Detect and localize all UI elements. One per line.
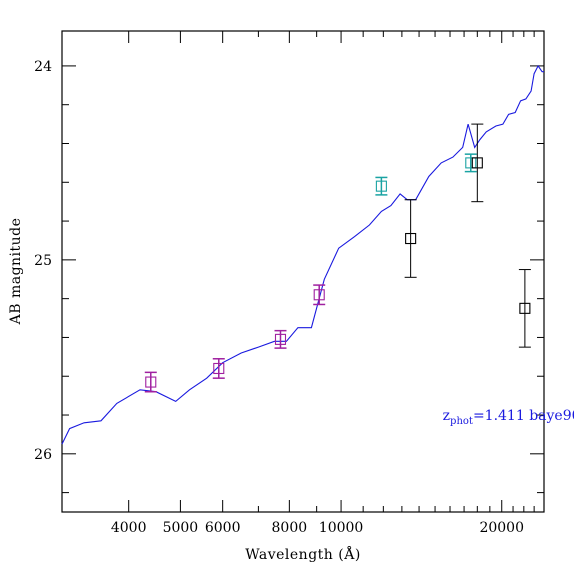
y-tick-label: 25: [34, 253, 52, 269]
photometry-point: [274, 329, 287, 349]
photometry-point: [518, 269, 531, 348]
annotation-rest: =1.411 baye90: [473, 408, 574, 424]
marker-square: [313, 289, 325, 301]
x-tick-label: 6000: [205, 520, 241, 536]
model-sed-line: [61, 64, 544, 445]
marker-square: [145, 376, 157, 388]
photo-z-annotation: zphot=1.411 baye90: [443, 408, 574, 427]
y-tick-label: 26: [34, 447, 52, 463]
annotation-main: z: [443, 408, 450, 424]
photometry-point: [404, 199, 417, 278]
annotation-subscript: phot: [450, 416, 473, 427]
marker-square: [519, 302, 531, 314]
photometry-point: [471, 123, 484, 203]
x-tick-label: 20000: [479, 520, 524, 536]
marker-square: [213, 362, 225, 375]
photometry-point: [375, 176, 388, 196]
x-axis-title: Wavelength (Å): [245, 545, 361, 563]
marker-square: [375, 180, 387, 192]
x-tick-label: 10000: [319, 520, 364, 536]
marker-square: [405, 232, 417, 245]
x-tick-label: 5000: [163, 520, 199, 536]
marker-square: [465, 157, 477, 169]
y-axis-title: AB magnitude: [8, 218, 24, 326]
photometry-point: [212, 358, 225, 379]
tick-labels: 4000 5000 6000 8000 10000 20000 24 25 26: [34, 59, 524, 536]
photometry-point: [144, 371, 157, 393]
photometry-point: [464, 153, 477, 173]
plot-frame: [61, 30, 545, 513]
photometry-point: [313, 284, 326, 306]
y-tick-label: 24: [34, 59, 52, 75]
axis-ticks: [61, 31, 545, 512]
marker-square: [274, 333, 287, 345]
x-tick-label: 8000: [272, 520, 308, 536]
data-series: [61, 64, 544, 445]
marker-square: [471, 157, 483, 169]
x-tick-label: 4000: [111, 520, 147, 536]
